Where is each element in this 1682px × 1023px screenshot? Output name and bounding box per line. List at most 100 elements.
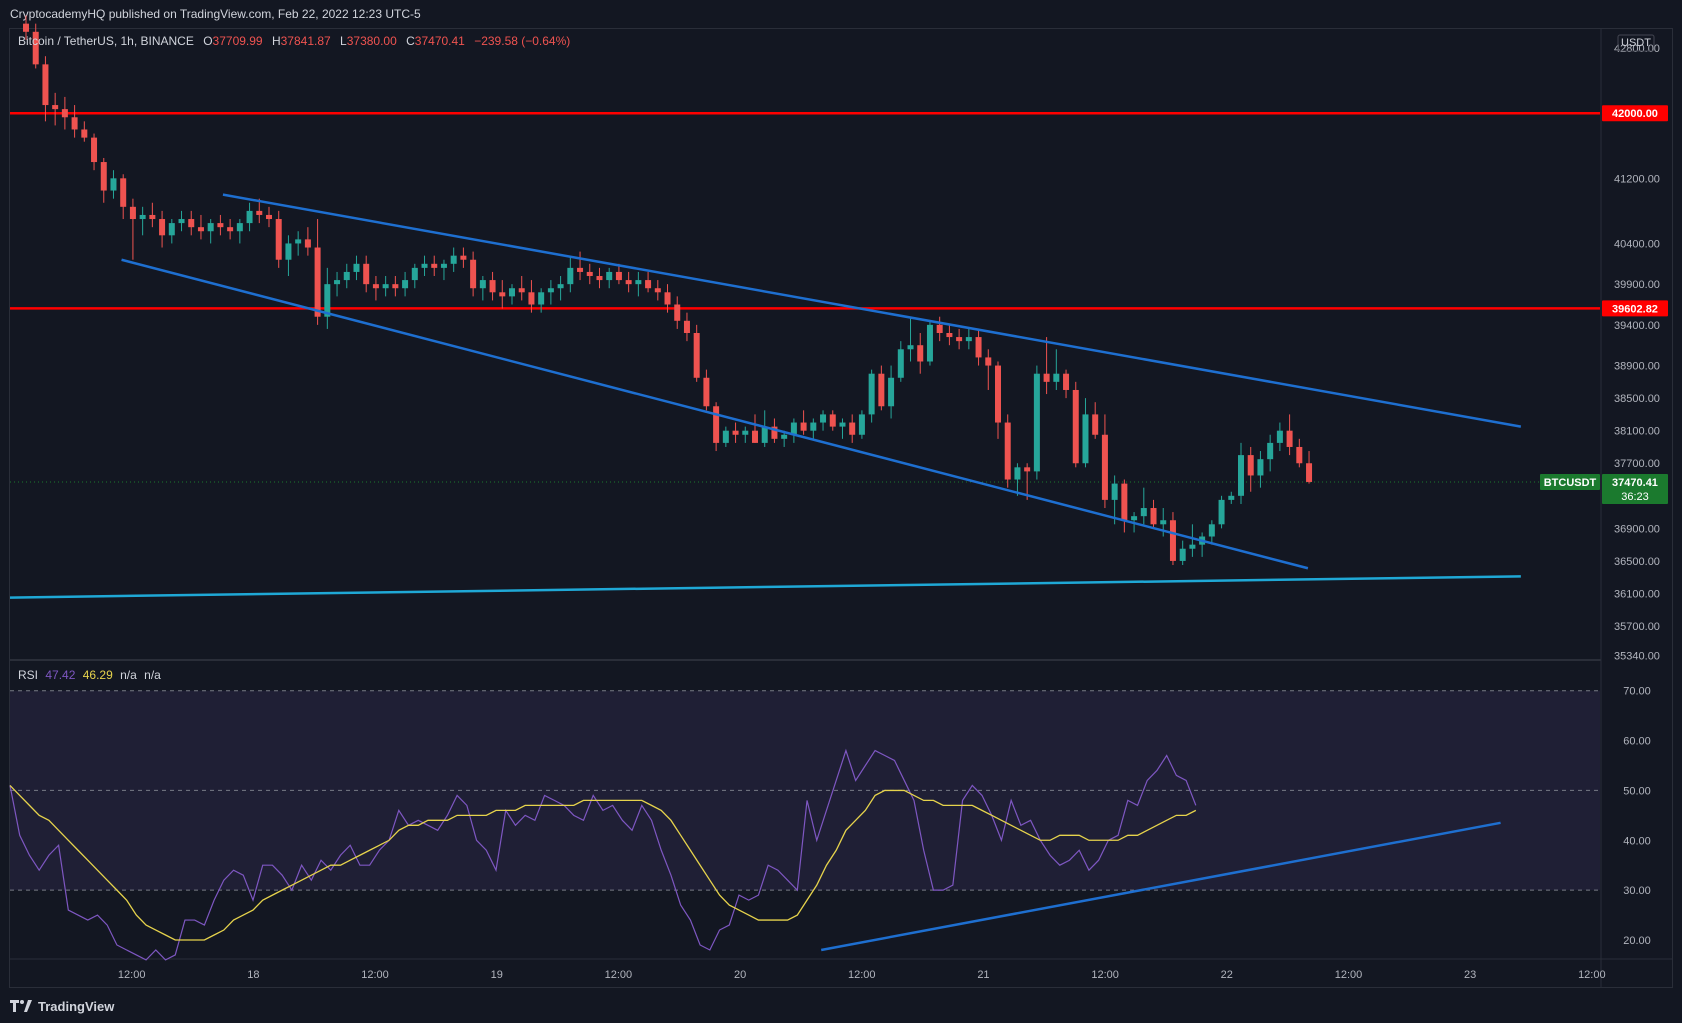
rsi-trend-line	[820, 821, 1501, 952]
candle-body	[1053, 373, 1060, 382]
candle-body	[1228, 495, 1235, 500]
candle-body	[168, 223, 175, 236]
candle-body	[1189, 544, 1196, 549]
time-tick-label: 12:00	[1091, 969, 1119, 981]
currency-label[interactable]: USDT	[1621, 37, 1651, 49]
candle-body	[334, 280, 341, 285]
close-value: 37470.41	[415, 34, 465, 48]
candle-body	[421, 263, 428, 268]
price-tick-label: 39900.00	[1614, 279, 1660, 291]
candle-body	[547, 288, 554, 293]
rsi-tick-label: 40.00	[1623, 835, 1651, 847]
price-pane[interactable]	[10, 29, 1600, 659]
open-value: 37709.99	[213, 34, 263, 48]
price-tick-label: 41200.00	[1614, 173, 1660, 185]
candle-body	[956, 337, 963, 342]
last-price-value: 37470.41	[1612, 477, 1658, 489]
time-tick-label: 12:00	[848, 969, 876, 981]
support-line	[9, 575, 1521, 599]
symbol-tag	[1540, 473, 1600, 490]
rsi-legend[interactable]: RSI 47.42 46.29 n/a n/a	[18, 668, 161, 682]
trendlines[interactable]	[9, 193, 1522, 952]
candle-body	[392, 284, 399, 289]
rsi-tick-label: 50.00	[1623, 785, 1651, 797]
candle-body	[236, 223, 243, 232]
rsi-pane[interactable]	[10, 661, 1600, 959]
high-value: 37841.87	[281, 34, 331, 48]
candle-body	[790, 422, 797, 435]
candle-body	[693, 332, 700, 378]
candle-body	[1014, 467, 1021, 480]
last-price-tag	[1602, 473, 1668, 504]
time-axis: 12:00 18 12:00 19 12:00 20 12:00 21 12:00 22 12:00…	[118, 969, 1606, 981]
candle-body	[965, 337, 972, 342]
price-tick-label: 38100.00	[1614, 426, 1660, 438]
candle-body	[557, 284, 564, 289]
symbol-legend[interactable]: Bitcoin / TetherUS, 1h, BINANCE O37709.9…	[18, 34, 570, 48]
channel-lower-line	[121, 258, 1309, 570]
candle-body	[324, 284, 331, 317]
candle-body	[518, 288, 525, 293]
candle-body	[61, 109, 68, 118]
candle-body	[1024, 467, 1031, 472]
candle-body	[654, 288, 661, 293]
close-label: C	[406, 34, 415, 48]
candle-body	[149, 214, 156, 220]
candle-body	[217, 223, 224, 228]
time-tick-label: 12:00	[1578, 969, 1606, 981]
candle-body	[1063, 373, 1070, 390]
candles	[23, 15, 1313, 566]
candle-body	[509, 288, 515, 297]
candle-body	[577, 267, 584, 272]
candle-body	[489, 280, 496, 293]
candle-body	[52, 105, 59, 110]
candle-body	[1179, 548, 1186, 561]
time-tick-label: 20	[734, 969, 746, 981]
candle-body	[178, 219, 185, 224]
tradingview-logo-icon	[10, 1000, 32, 1012]
candle-body	[470, 259, 477, 289]
candle-body	[917, 345, 924, 362]
price-tick-label: 35700.00	[1614, 621, 1660, 633]
candle-body	[849, 422, 856, 435]
time-tick-label: 23	[1464, 969, 1476, 981]
candle-body	[372, 284, 379, 289]
rsi-axis-ticks: 70.00 60.00 50.00 40.00 30.00 20.00	[1623, 686, 1651, 947]
price-tick-label: 40400.00	[1614, 238, 1660, 250]
candle-body	[625, 280, 632, 285]
candle-body	[596, 276, 603, 281]
time-tick-label: 18	[247, 969, 259, 981]
candle-body	[1043, 373, 1050, 382]
candle-body	[197, 227, 204, 232]
candle-body	[538, 292, 545, 305]
candle-body	[528, 292, 535, 305]
candle-body	[129, 206, 136, 220]
candle-body	[820, 414, 827, 423]
price-axis-ticks: 42800.00 41200.00 40400.00 39900.00 39400.00…	[1614, 43, 1660, 662]
price-tick-label: 36500.00	[1614, 556, 1660, 568]
rsi-ma-value: 46.29	[83, 668, 113, 682]
time-tick-label: 12:00	[1335, 969, 1363, 981]
candle-body	[411, 267, 418, 281]
candle-body	[42, 64, 49, 106]
publish-text: CryptocademyHQ published on TradingView.…	[10, 7, 421, 21]
candle-body	[71, 117, 78, 130]
candle-body	[713, 406, 720, 443]
chart-frame	[9, 28, 1673, 988]
pane-divider[interactable]	[10, 659, 1672, 661]
tradingview-footer[interactable]: TradingView	[10, 994, 114, 1018]
price-tick-label: 39400.00	[1614, 320, 1660, 332]
candle-body	[1140, 508, 1147, 517]
candle-body	[479, 280, 486, 289]
candle-body	[810, 422, 817, 431]
candle-body	[1208, 524, 1215, 537]
candle-body	[586, 271, 593, 277]
candle-body	[771, 426, 778, 439]
candle-body	[567, 267, 574, 285]
rsi-lines	[9, 748, 1197, 961]
candle-body	[878, 373, 885, 407]
time-tick-label: 12:00	[605, 969, 633, 981]
candle-body	[1121, 483, 1128, 521]
tradingview-brand: TradingView	[38, 998, 115, 1014]
